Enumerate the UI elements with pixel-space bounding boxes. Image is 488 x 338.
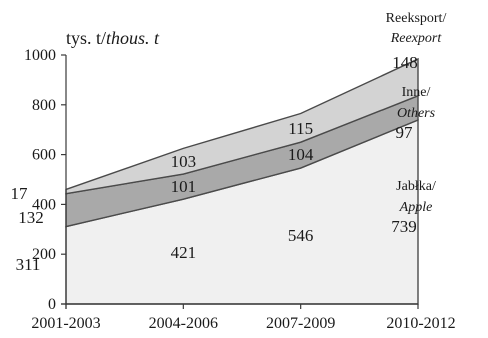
series-label-pl: Reeksport/ [386, 11, 447, 26]
data-label: 115 [288, 119, 313, 138]
data-label: 103 [171, 152, 197, 171]
data-label: 132 [18, 208, 44, 227]
series-label-en: Reexport [390, 31, 443, 46]
series-label-en: Apple [399, 200, 433, 215]
unit-label-pl: tys. t/ [66, 28, 106, 48]
tick-labels: 0 200 400 600 800 1000 2001-2003 2004-2006 2007-… [24, 47, 456, 332]
y-tick-label: 0 [48, 296, 56, 313]
y-tick-label: 1000 [24, 47, 56, 64]
y-tick-label: 400 [32, 196, 56, 213]
data-label: 97 [396, 123, 414, 142]
series-labels: Jabłka/Apple Inne/Others Reeksport/Reexpor… [386, 11, 447, 215]
area-series-3 [65, 57, 419, 195]
series-label-en: Others [397, 106, 436, 121]
data-label: 104 [288, 145, 314, 164]
data-label: 739 [391, 217, 417, 236]
data-label: 421 [171, 243, 197, 262]
x-tick-label: 2004-2006 [149, 315, 218, 332]
axes [61, 54, 419, 309]
area-layers [65, 57, 419, 305]
data-label: 546 [288, 226, 314, 245]
y-tick-label: 200 [32, 246, 56, 263]
data-label: 17 [11, 184, 29, 203]
unit-label-en: thous. t [106, 28, 160, 48]
x-tick-label: 2001-2003 [31, 315, 100, 332]
x-tick-label: 2010-2012 [386, 315, 455, 332]
data-label: 148 [392, 53, 418, 72]
data-label: 101 [171, 177, 197, 196]
series-label-pl: Inne/ [402, 85, 431, 100]
y-tick-label: 600 [32, 147, 56, 164]
x-tick-label: 2007-2009 [266, 315, 335, 332]
data-labels: 311 421 546 739 132 101 104 97 17 103 115 148 [11, 53, 418, 274]
y-tick-label: 800 [32, 97, 56, 114]
series-label-pl: Jabłka/ [396, 179, 436, 194]
unit-label: tys. t/thous. t [66, 28, 160, 48]
data-label: 311 [16, 255, 41, 274]
